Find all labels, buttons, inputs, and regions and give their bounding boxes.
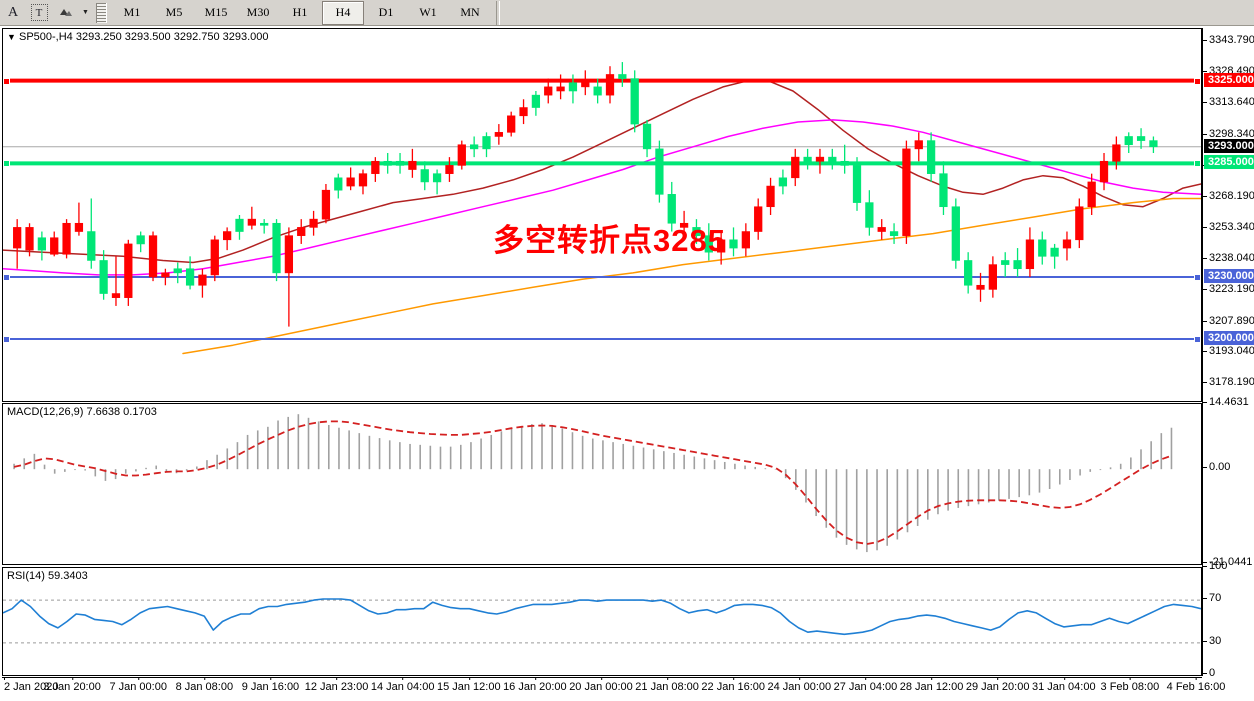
level-handle-support[interactable] [1194, 274, 1201, 281]
timeframe-h1[interactable]: H1 [292, 5, 308, 19]
rsi-plot [3, 598, 1201, 644]
price-pane[interactable]: ▼ SP500-,H4 3293.250 3293.500 3292.750 3… [2, 28, 1202, 402]
timeframe-m5[interactable]: M5 [165, 5, 183, 19]
time-tick: 8 Jan 08:00 [175, 677, 234, 693]
price-label-resistance[interactable]: 3325.000 [1204, 72, 1254, 87]
macd-plot [13, 414, 1173, 553]
price-tick: 3223.190 [1203, 283, 1254, 295]
price-tick: 3313.640 [1203, 96, 1254, 108]
macd-tick: -21.0441 [1203, 556, 1252, 568]
label-tool-icon[interactable]: T [27, 2, 51, 24]
level-handle-support[interactable] [3, 274, 10, 281]
timeframe-mn[interactable]: MN [460, 5, 480, 19]
toolbar-separator-2 [496, 0, 500, 25]
time-tick: 15 Jan 12:00 [436, 677, 501, 693]
time-tick: 7 Jan 00:00 [109, 677, 167, 693]
timeframe-m15[interactable]: M15 [204, 5, 228, 19]
price-label-support-2[interactable]: 3200.000 [1204, 331, 1254, 345]
timeframe-m30[interactable]: M30 [246, 5, 270, 19]
rsi-tick: 0 [1203, 667, 1215, 679]
price-tick: 3253.340 [1203, 221, 1254, 233]
time-tick: 3 Feb 08:00 [1100, 677, 1160, 693]
collapse-icon[interactable]: ▼ [7, 32, 16, 42]
price-tick: 3238.040 [1203, 252, 1254, 264]
time-tick: 16 Jan 20:00 [503, 677, 567, 693]
time-axis[interactable]: 2 Jan 2020 3 Jan 20:00 7 Jan 00:00 8 Jan 08… [2, 677, 1225, 701]
level-handle-pivot[interactable] [3, 160, 10, 168]
price-plot [3, 62, 1201, 355]
timeframe-group: M1 M5 M15 M30 H1 H4 D1 W1 MN [111, 0, 491, 25]
time-tick: 20 Jan 00:00 [569, 677, 633, 693]
level-handle-resistance[interactable] [1194, 77, 1201, 85]
rsi-tick: 100 [1203, 560, 1227, 572]
timeframe-w1[interactable]: W1 [419, 5, 437, 19]
time-tick: 2 Jan 2020 [4, 677, 59, 693]
time-tick: 4 Feb 16:00 [1166, 677, 1226, 693]
shapes-glyph [60, 8, 72, 16]
macd-pane[interactable]: MACD(12,26,9) 7.6638 0.1703 [2, 403, 1202, 565]
time-tick: 29 Jan 20:00 [965, 677, 1030, 693]
toolbar-separator-1 [96, 2, 107, 23]
text-tool-icon[interactable]: A [7, 4, 19, 20]
price-label-last-price[interactable]: 3293.000 [1204, 138, 1254, 153]
time-tick: 9 Jan 16:00 [241, 677, 300, 693]
time-tick: 12 Jan 23:00 [304, 677, 369, 693]
main-toolbar: A T ▼ M1 M5 M15 M30 H1 H4 D1 W1 MN [0, 0, 1254, 26]
time-tick: 21 Jan 08:00 [635, 677, 699, 693]
macd-tick: 14.4631 [1203, 396, 1249, 408]
drawing-objects-icon[interactable] [53, 2, 77, 24]
price-label-pivot[interactable]: 3285.000 [1204, 155, 1254, 170]
time-tick: 22 Jan 16:00 [701, 677, 766, 693]
level-handle-support[interactable] [1194, 336, 1201, 343]
time-tick: 24 Jan 00:00 [767, 677, 832, 693]
chart-header-text: SP500-,H4 3293.250 3293.500 3292.750 329… [18, 31, 269, 43]
time-tick: 14 Jan 04:00 [370, 677, 435, 693]
rsi-label: RSI(14) 59.3403 [7, 570, 88, 582]
level-handle-resistance-left[interactable] [3, 77, 10, 85]
rsi-tick: 30 [1203, 635, 1221, 647]
price-tick: 3193.040 [1203, 345, 1254, 357]
time-tick: 28 Jan 12:00 [899, 677, 964, 693]
objects-dropdown-caret[interactable]: ▼ [82, 9, 89, 16]
macd-tick: 0.00 [1203, 461, 1230, 473]
time-tick: 27 Jan 04:00 [833, 677, 898, 693]
price-tick: 3207.890 [1203, 315, 1254, 327]
timeframe-h4[interactable]: H4 [322, 0, 364, 25]
price-tick: 3343.790 [1203, 34, 1254, 46]
level-handle-pivot[interactable] [1194, 160, 1201, 168]
time-tick: 31 Jan 04:00 [1031, 677, 1096, 693]
price-tick: 3178.190 [1203, 376, 1254, 388]
price-axis[interactable]: 3343.7903328.4903313.6403298.3403283.190… [1202, 28, 1254, 679]
price-tick: 3298.340 [1203, 128, 1254, 140]
level-handle-support[interactable] [3, 336, 10, 343]
chart-header: ▼ SP500-,H4 3293.250 3293.500 3292.750 3… [7, 31, 269, 43]
rsi-pane[interactable]: RSI(14) 59.3403 [2, 567, 1202, 676]
macd-label: MACD(12,26,9) 7.6638 0.1703 [7, 406, 157, 418]
price-tick: 3268.190 [1203, 190, 1254, 202]
chart-annotation: 多空转折点3285 [493, 223, 726, 258]
price-label-support-1[interactable]: 3230.000 [1204, 269, 1254, 283]
time-tick: 3 Jan 20:00 [43, 677, 101, 693]
chart-frame: ▼ SP500-,H4 3293.250 3293.500 3292.750 3… [0, 26, 1254, 701]
rsi-tick: 70 [1203, 592, 1221, 604]
timeframe-d1[interactable]: D1 [378, 5, 394, 19]
timeframe-m1[interactable]: M1 [123, 5, 141, 19]
